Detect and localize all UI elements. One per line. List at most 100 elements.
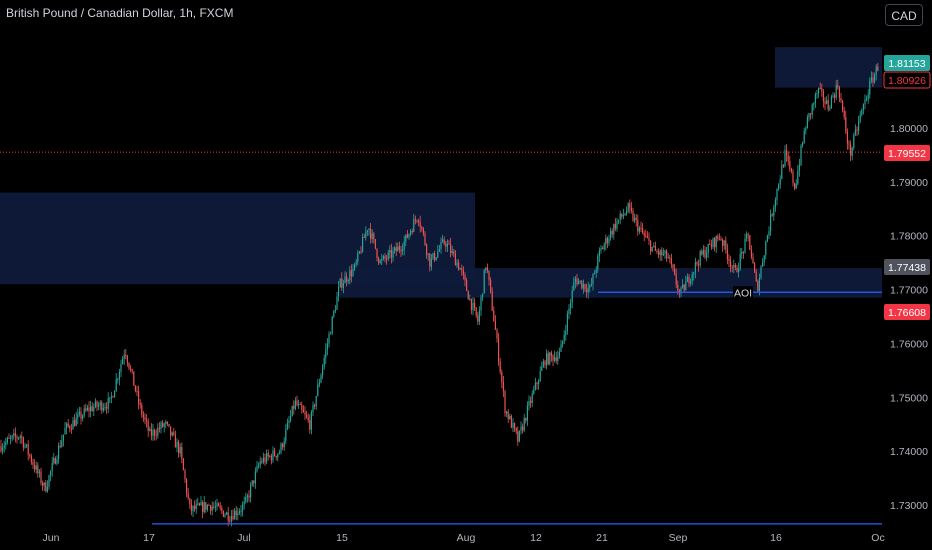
candle-body <box>290 415 292 421</box>
candle-body <box>251 480 253 486</box>
candle-body <box>654 245 656 251</box>
candle-body <box>131 369 133 372</box>
candle-body <box>195 504 197 510</box>
candle-body <box>168 424 170 427</box>
candle-body <box>339 278 341 287</box>
candle-body <box>138 391 140 404</box>
candle-body <box>56 459 58 464</box>
candle-body <box>261 461 263 463</box>
candle-body <box>733 265 735 268</box>
candle-body <box>45 482 47 492</box>
candle-body <box>85 408 87 411</box>
candle-body <box>387 252 389 260</box>
candle-body <box>69 426 71 429</box>
candle-body <box>442 239 444 242</box>
candle-body <box>208 504 210 506</box>
candle-body <box>133 371 135 386</box>
candle-body <box>30 455 32 463</box>
candle-body <box>219 506 221 508</box>
candle-body <box>166 421 168 425</box>
candle-body <box>629 203 631 208</box>
candle-body <box>163 423 165 427</box>
candle-body <box>174 434 176 448</box>
candle-body <box>590 284 592 286</box>
candle-body <box>301 404 303 410</box>
candle-body <box>315 396 317 407</box>
candle-body <box>411 231 413 233</box>
candle-body <box>147 421 149 431</box>
price-tag: 1.79552 <box>884 145 930 161</box>
candle-body <box>488 270 490 281</box>
candle-body <box>795 183 797 189</box>
candle-body <box>642 228 644 233</box>
candle-body <box>112 396 114 398</box>
candle-body <box>373 233 375 240</box>
candle-body <box>771 214 773 216</box>
candle-body <box>766 235 768 242</box>
candle-body <box>510 415 512 428</box>
candle-body <box>864 99 866 105</box>
candle-body <box>162 422 164 427</box>
candle-body <box>778 184 780 189</box>
candle-body <box>845 116 847 132</box>
candle-body <box>610 230 612 239</box>
candle-body <box>870 77 872 81</box>
candle-body <box>666 250 668 259</box>
candle-body <box>405 234 407 242</box>
candle-body <box>770 214 772 232</box>
candle-body <box>427 253 429 255</box>
candle-body <box>258 465 260 467</box>
candle-body <box>794 183 796 189</box>
candle-body <box>504 391 506 414</box>
candle-body <box>808 113 810 118</box>
candle-body <box>99 402 101 406</box>
candle-body <box>74 420 76 426</box>
candle-body <box>438 248 440 252</box>
candle-body <box>125 354 127 357</box>
price-tag: 1.77438 <box>884 259 930 275</box>
candle-body <box>139 403 141 406</box>
candle-body <box>392 250 394 258</box>
candle-body <box>198 503 200 506</box>
candle-body <box>354 263 356 269</box>
candle-body <box>491 291 493 311</box>
candle-body <box>824 101 826 104</box>
candle-body <box>173 432 175 435</box>
candle-body <box>827 100 829 110</box>
candle-body <box>526 405 528 421</box>
candle-body <box>731 267 733 269</box>
candle-body <box>877 66 879 71</box>
candle-body <box>334 309 336 312</box>
candle-body <box>606 237 608 243</box>
price-tags: 1.81153 1.80926 1.79552 1.77438 1.76608 <box>883 55 931 320</box>
candle-body <box>518 430 520 442</box>
x-tick-label: Jun <box>43 532 60 544</box>
candle-body <box>122 358 124 365</box>
candle-body <box>848 143 850 145</box>
candle-body <box>182 458 184 471</box>
y-tick-label: 1.77000 <box>890 285 928 297</box>
candle-body <box>19 436 21 438</box>
candle-body <box>579 280 581 282</box>
candle-body <box>640 227 642 229</box>
candle-body <box>53 457 55 463</box>
candle-body <box>115 379 117 391</box>
candle-body <box>813 103 815 105</box>
candle-body <box>466 280 468 291</box>
currency-button[interactable]: CAD <box>885 4 923 26</box>
candle-body <box>459 268 461 270</box>
candle-body <box>235 510 237 516</box>
candle-body <box>779 179 781 185</box>
candle-body <box>0 445 2 452</box>
candle-body <box>181 446 183 459</box>
candle-body <box>416 220 418 222</box>
candle-body <box>843 110 845 117</box>
candle-body <box>574 278 576 283</box>
candle-body <box>691 274 693 281</box>
candle-body <box>528 400 530 406</box>
candle-body <box>381 258 383 261</box>
candle-body <box>805 128 807 131</box>
candle-body <box>738 268 740 273</box>
candle-body <box>659 250 661 255</box>
